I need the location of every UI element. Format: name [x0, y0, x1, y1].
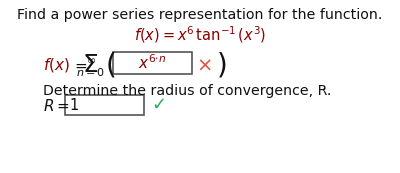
- Text: $\Sigma$: $\Sigma$: [82, 53, 99, 77]
- Text: $n = 0$: $n = 0$: [76, 66, 105, 78]
- Text: $($: $($: [105, 51, 116, 80]
- FancyBboxPatch shape: [113, 52, 192, 74]
- Text: $x^{6{\cdot}n}$: $x^{6{\cdot}n}$: [138, 54, 167, 72]
- Text: ✓: ✓: [152, 96, 167, 114]
- Text: $R =$: $R =$: [43, 98, 70, 114]
- Text: $\infty$: $\infty$: [86, 55, 96, 65]
- FancyBboxPatch shape: [65, 95, 144, 115]
- Text: $f(x)$: $f(x)$: [43, 56, 70, 74]
- Text: $)$: $)$: [216, 51, 226, 80]
- Text: Find a power series representation for the function.: Find a power series representation for t…: [17, 8, 383, 22]
- Text: Determine the radius of convergence, R.: Determine the radius of convergence, R.: [43, 84, 332, 98]
- Text: $\times$: $\times$: [196, 56, 212, 75]
- Text: $f(x) = x^6\,\tan^{-1}(x^3)$: $f(x) = x^6\,\tan^{-1}(x^3)$: [134, 25, 266, 45]
- Text: $=$: $=$: [72, 57, 88, 72]
- Text: 1: 1: [70, 98, 79, 112]
